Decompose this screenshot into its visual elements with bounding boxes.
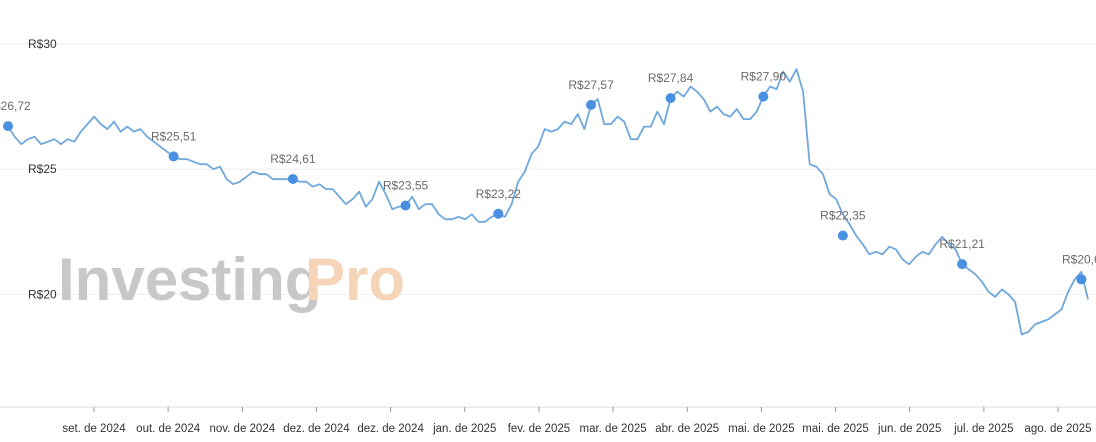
point-marker-9 — [957, 259, 968, 270]
y-tick-label-1: R$25 — [28, 162, 57, 176]
x-tick-label-5: jan. de 2025 — [432, 423, 496, 435]
point-label-0: R$26,72 — [0, 99, 31, 113]
point-label-6: R$27,84 — [648, 71, 694, 85]
watermark-part2: Pro — [305, 246, 405, 313]
x-tick-label-2: nov. de 2024 — [209, 423, 275, 435]
watermark-part1: Investing — [58, 246, 321, 313]
point-label-9: R$21,21 — [939, 237, 985, 251]
point-marker-0 — [3, 121, 13, 132]
point-label-7: R$27,90 — [741, 70, 787, 84]
point-marker-5 — [586, 99, 597, 110]
x-tick-label-7: mar. de 2025 — [580, 423, 647, 435]
x-tick-label-4: dez. de 2024 — [357, 423, 424, 435]
point-label-3: R$23,55 — [383, 178, 429, 192]
grid-layer — [0, 43, 1096, 295]
point-label-8: R$22,35 — [820, 209, 866, 223]
point-markers — [3, 91, 1087, 285]
point-marker-10 — [1076, 274, 1087, 285]
price-line — [7, 68, 1089, 336]
point-marker-6 — [665, 93, 676, 104]
point-marker-1 — [168, 151, 179, 162]
x-tick-label-9: mai. de 2025 — [728, 423, 795, 435]
point-marker-7 — [758, 91, 769, 102]
y-tick-label-0: R$30 — [28, 37, 57, 51]
point-label-5: R$27,57 — [568, 78, 614, 92]
point-label-10: R$20,6 — [1062, 252, 1096, 266]
x-tick-label-6: fev. de 2025 — [508, 423, 570, 435]
x-tick-label-0: set. de 2024 — [62, 423, 126, 435]
x-tick-label-8: abr. de 2025 — [655, 423, 719, 435]
y-tick-label-2: R$20 — [28, 287, 57, 301]
series-layer — [7, 68, 1089, 336]
x-tick-label-1: out. de 2024 — [136, 423, 201, 435]
point-label-2: R$24,61 — [270, 152, 316, 166]
point-marker-3 — [400, 200, 411, 211]
point-marker-8 — [837, 230, 848, 241]
y-axis: R$30 R$25 R$20 — [28, 37, 57, 301]
x-tick-label-13: ago. de 2025 — [1024, 423, 1091, 435]
x-tick-label-11: jun. de 2025 — [877, 423, 941, 435]
point-label-4: R$23,22 — [476, 187, 522, 201]
point-marker-2 — [287, 173, 298, 184]
point-marker-4 — [493, 208, 504, 219]
x-tick-label-12: jul. de 2025 — [953, 423, 1013, 435]
x-tick-label-10: mai. de 2025 — [802, 423, 869, 435]
point-labels: R$26,72 R$25,51 R$24,61 R$23,55 R$23,22 R$27,… — [0, 70, 1096, 267]
investingpro-watermark: Investing Pro — [58, 246, 405, 313]
point-label-1: R$25,51 — [151, 129, 197, 143]
x-tick-label-3: dez. de 2024 — [283, 423, 350, 435]
x-axis: set. de 2024 out. de 2024 nov. de 2024 dez.… — [0, 406, 1096, 435]
